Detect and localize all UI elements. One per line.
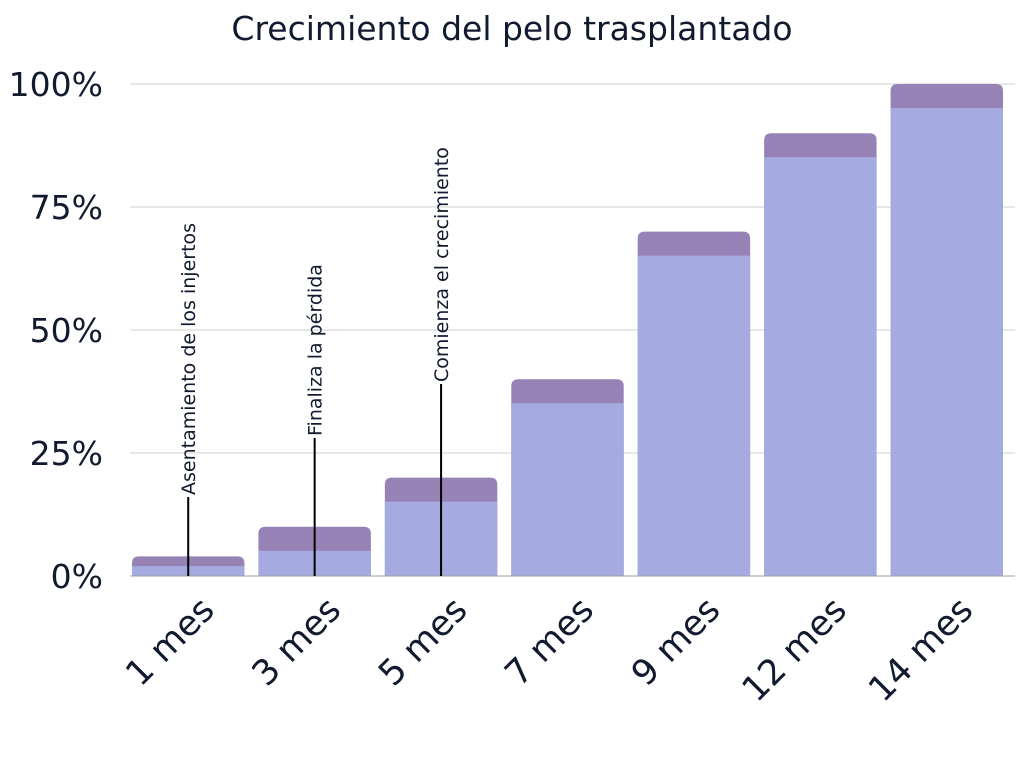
x-tick-label: 1 mes [118, 590, 222, 694]
y-tick-label: 100% [9, 65, 103, 104]
annotation: Comienza el crecimiento [431, 147, 453, 576]
bar-body [637, 255, 751, 576]
x-tick-label: 12 mes [735, 590, 855, 710]
chart-title: Crecimiento del pelo trasplantado [231, 9, 792, 48]
annotation-label: Finaliza la pérdida [305, 264, 327, 436]
annotation: Finaliza la pérdida [305, 264, 327, 576]
x-axis: 1 mes 3 mes 5 mes 7 mes 9 mes 12 mes 14 mes [118, 590, 981, 710]
bar [764, 133, 877, 576]
y-tick-label: 50% [30, 311, 103, 350]
bar-body [890, 108, 1003, 576]
y-tick-label: 0% [51, 557, 103, 596]
annotation: Asentamiento de los injertos [178, 223, 200, 576]
bar-body [764, 157, 877, 576]
bar [890, 84, 1003, 576]
y-axis: 0% 25% 50% 75% 100% [9, 65, 103, 596]
y-tick-label: 75% [30, 188, 103, 227]
x-tick-label: 9 mes [624, 590, 728, 694]
y-tick-label: 25% [30, 434, 103, 473]
x-tick-label: 14 mes [861, 590, 981, 710]
annotation-label: Asentamiento de los injertos [178, 223, 200, 495]
annotation-layer: Asentamiento de los injertos Finaliza la … [178, 147, 453, 576]
bar-body [511, 403, 624, 576]
bar-layer [132, 84, 1003, 576]
bar [637, 231, 751, 576]
x-tick-label: 7 mes [498, 590, 602, 694]
x-tick-label: 3 mes [245, 590, 349, 694]
x-tick-label: 5 mes [371, 590, 475, 694]
bar [511, 379, 624, 576]
annotation-label: Comienza el crecimiento [431, 147, 453, 382]
